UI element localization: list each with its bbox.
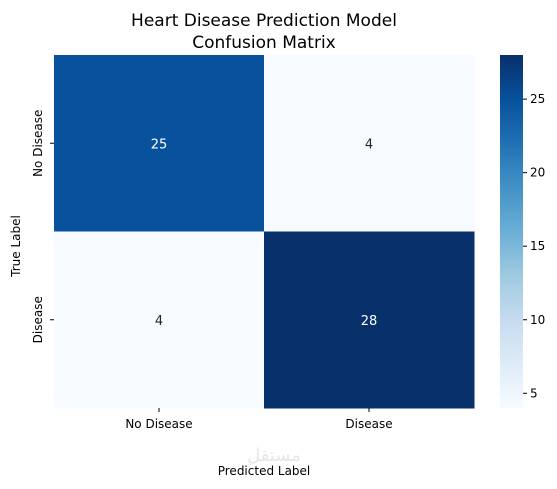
colorbar-tick-label: 15 — [530, 239, 545, 253]
colorbar-tick-label: 10 — [530, 313, 545, 327]
y-tick-label: No Disease — [31, 110, 45, 177]
y-tick-label: Disease — [31, 296, 45, 343]
y-axis-label: True Label — [9, 215, 23, 278]
chart-title-line-1: Heart Disease Prediction Model — [131, 11, 397, 31]
cell-value-label: 4 — [365, 137, 373, 152]
heatmap-cells — [54, 55, 475, 409]
heatmap-cell — [54, 55, 265, 232]
chart-title-line-2: Confusion Matrix — [192, 33, 336, 53]
x-tick-label: No Disease — [125, 417, 192, 431]
cell-annotations: 25 4 4 28 — [151, 137, 378, 329]
cell-value-label: 25 — [151, 137, 168, 152]
colorbar-tick-label: 25 — [530, 92, 545, 106]
heatmap-cell — [54, 231, 265, 409]
cell-value-label: 4 — [155, 314, 163, 329]
heatmap-cell — [264, 55, 475, 232]
heatmap-cell — [264, 231, 475, 409]
cell-value-label: 28 — [361, 314, 378, 329]
colorbar-ticks: 5 10 15 20 25 — [523, 92, 545, 400]
colorbar — [500, 55, 523, 408]
x-axis-ticks: No Disease Disease — [125, 408, 393, 431]
colorbar-tick-label: 20 — [530, 166, 545, 180]
x-tick-label: Disease — [345, 417, 392, 431]
watermark-logo: مستقل — [247, 445, 301, 466]
x-axis-label: Predicted Label — [218, 464, 311, 478]
y-axis-ticks: No Disease Disease — [31, 110, 54, 343]
colorbar-tick-label: 5 — [530, 386, 538, 400]
